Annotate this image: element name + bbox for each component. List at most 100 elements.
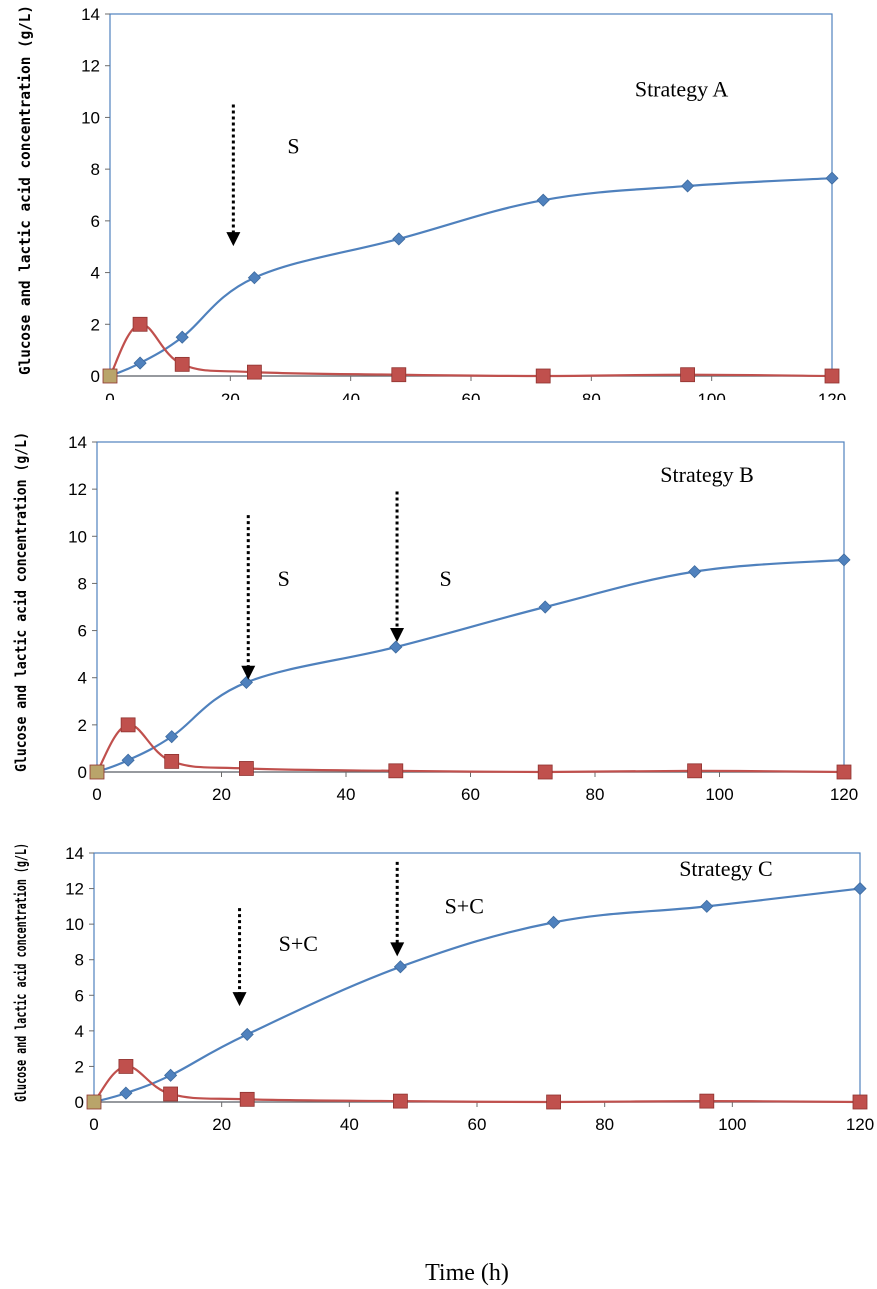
chart-b-series-1-point	[688, 565, 702, 579]
chart-b-series-2-point	[89, 764, 105, 780]
chart-c-series-2-point	[86, 1094, 102, 1110]
chart-a-arrow-head	[226, 232, 241, 247]
chart-a-series-2-point	[535, 368, 551, 384]
chart-strategy-c: 0 2 4 6 8 10 12 14 0 20 40 60 80 100 120 Glucose and la…	[12, 843, 874, 1286]
chart-b-series-2-point	[164, 753, 180, 769]
chart-a-series-1-point	[536, 193, 550, 207]
chart-c-arrow-head	[390, 942, 405, 957]
chart-c-series-1-point	[853, 882, 867, 896]
chart-c-y-tick-label: 14	[65, 844, 84, 863]
chart-c-x-tick-label: 40	[340, 1115, 359, 1134]
chart-b-series-2-line	[96, 723, 845, 774]
chart-c-series-2-point	[546, 1094, 561, 1110]
chart-a-plot-frame	[109, 13, 833, 377]
chart-c-y-tick-label: 8	[75, 951, 84, 970]
chart-a-annotation: Strategy A	[635, 77, 729, 102]
chart-b-annotation: S	[439, 566, 451, 591]
chart-c-annotation: Strategy C	[679, 856, 773, 881]
chart-b-y-tick-label: 8	[78, 574, 87, 593]
chart-strategy-a: 0 2 4 6 8 10 12 14 0 20 40 60 80 100 120 Glucose and la…	[16, 5, 846, 400]
chart-a-x-tick-label: 80	[582, 390, 601, 400]
chart-c-y-tick-label: 2	[75, 1057, 84, 1076]
chart-b-series-2-point	[238, 761, 254, 776]
chart-c-series-2-point	[699, 1093, 715, 1109]
chart-c-x-tick-label: 20	[212, 1115, 231, 1134]
chart-panel-strategy-c: 0 2 4 6 8 10 12 14 0 20 40 60 80 100 120 Glucose and la…	[0, 810, 877, 1289]
chart-c-y-tick-label: 4	[75, 1022, 84, 1041]
chart-b-y-tick-label: 10	[68, 527, 87, 546]
chart-a-series-2-point	[824, 368, 840, 384]
chart-a-y-tick-label: 6	[91, 212, 100, 231]
chart-b-y-tick-label: 14	[68, 433, 87, 452]
chart-a-y-tick-label: 4	[91, 264, 100, 283]
chart-a-series-1-point	[175, 330, 189, 344]
chart-a-x-tick-label: 60	[462, 390, 481, 400]
chart-b-series-1-point	[121, 753, 135, 767]
chart-a-y-tick-label: 2	[91, 315, 100, 334]
chart-c-series-1-point	[393, 960, 407, 974]
chart-b-x-tick-label: 100	[705, 785, 733, 804]
chart-b-series-2-point	[537, 764, 553, 780]
chart-b-series-1-point	[538, 600, 552, 614]
chart-a-series-1-line	[109, 177, 833, 378]
chart-c-x-tick-label: 80	[595, 1115, 614, 1134]
chart-b-series-2-point	[687, 763, 702, 779]
chart-c-series-2-point	[239, 1091, 255, 1107]
chart-b-x-tick-label: 20	[212, 785, 231, 804]
chart-a-series-2-point	[680, 367, 695, 383]
chart-c-y-tick-label: 6	[75, 986, 84, 1005]
chart-b-series-1-point	[239, 675, 253, 689]
chart-c-series-1-point	[240, 1027, 254, 1041]
chart-b-y-axis-label: Glucose and lactic acid concentration (g…	[12, 432, 30, 772]
chart-c-annotation: S+C	[279, 931, 318, 956]
chart-a-y-tick-label: 8	[91, 160, 100, 179]
chart-b-x-tick-label: 60	[461, 785, 480, 804]
chart-c-arrow-head	[232, 992, 247, 1007]
chart-b-series-2-point	[836, 764, 852, 780]
chart-c-series-2-point	[852, 1094, 868, 1110]
chart-a-y-tick-label: 12	[81, 57, 100, 76]
chart-b-series-2-point	[120, 717, 136, 733]
chart-b-series-1-point	[165, 730, 179, 744]
chart-c-y-tick-label: 12	[65, 880, 84, 899]
chart-b-series-1-point	[837, 553, 851, 567]
chart-a-y-axis-label: Glucose and lactic acid concentration (g…	[16, 5, 34, 375]
chart-c-x-tick-label: 0	[89, 1115, 98, 1134]
chart-b-series-1-line	[96, 558, 845, 774]
chart-b-arrow-head	[241, 665, 256, 680]
chart-b-y-tick-label: 2	[78, 716, 87, 735]
chart-a-y-tick-label: 10	[81, 108, 100, 127]
chart-a-series-2-point	[246, 364, 262, 380]
chart-b-series-1-point	[389, 640, 403, 654]
chart-c-y-tick-label: 10	[65, 915, 84, 934]
chart-b-x-tick-label: 80	[586, 785, 605, 804]
chart-b-y-tick-label: 0	[78, 763, 87, 782]
chart-b-annotation: Strategy B	[660, 462, 754, 487]
chart-a-x-tick-label: 40	[341, 390, 360, 400]
chart-a-y-tick-label: 14	[81, 5, 100, 24]
chart-c-series-1-point	[547, 915, 561, 929]
chart-c-series-1-line	[93, 887, 861, 1104]
chart-c-series-1-point	[164, 1068, 178, 1082]
chart-strategy-b: 0 2 4 6 8 10 12 14 0 20 40 60 80 100 120 Glucose and la…	[12, 432, 858, 804]
chart-a-series-1-point	[133, 356, 147, 370]
chart-a-y-tick-label: 0	[91, 367, 100, 386]
chart-a-series-2-point	[132, 316, 148, 332]
chart-b-y-tick-label: 12	[68, 480, 87, 499]
chart-a-x-tick-label: 100	[697, 390, 725, 400]
chart-a-series-1-point	[825, 171, 839, 185]
chart-a-series-2-point	[391, 367, 407, 383]
chart-b-x-tick-label: 40	[337, 785, 356, 804]
chart-c-y-tick-label: 0	[75, 1093, 84, 1112]
chart-a-series-2-point	[102, 368, 118, 384]
chart-c-series-2-point	[118, 1059, 134, 1074]
chart-b-y-tick-label: 6	[78, 622, 87, 641]
chart-a-x-tick-label: 20	[221, 390, 240, 400]
chart-b-arrow-head	[390, 628, 405, 642]
chart-c-series-2-point	[163, 1086, 179, 1102]
chart-a-series-1-point	[247, 271, 261, 285]
chart-a-x-tick-label: 0	[105, 390, 114, 400]
chart-a-series-1-point	[681, 179, 695, 193]
chart-c-y-axis-label: Glucose and lactic acid concentration (g…	[12, 843, 30, 1102]
chart-a-x-tick-label: 120	[818, 390, 846, 400]
